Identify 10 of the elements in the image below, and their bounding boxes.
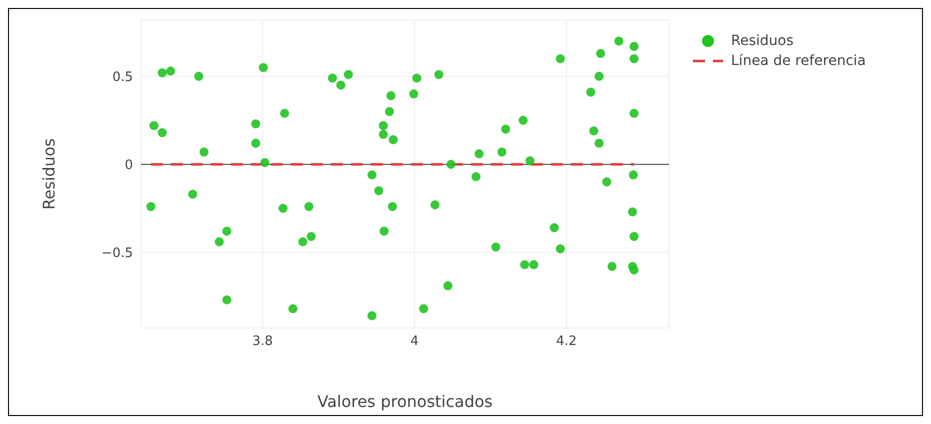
y-axis-title: Residuos [40,138,59,210]
legend-label: Línea de referencia [731,52,866,71]
y-tick-label: 0 [124,158,133,173]
legend-label: Residuos [731,32,794,51]
x-tick-label: 4 [410,334,419,350]
y-tick-label: −0.5 [101,246,133,261]
y-tick-label: 0.5 [112,70,133,85]
x-tick-label: 3.8 [252,334,273,350]
x-axis-title: Valores pronosticados [317,392,493,411]
x-tick-label: 4.2 [556,334,577,350]
